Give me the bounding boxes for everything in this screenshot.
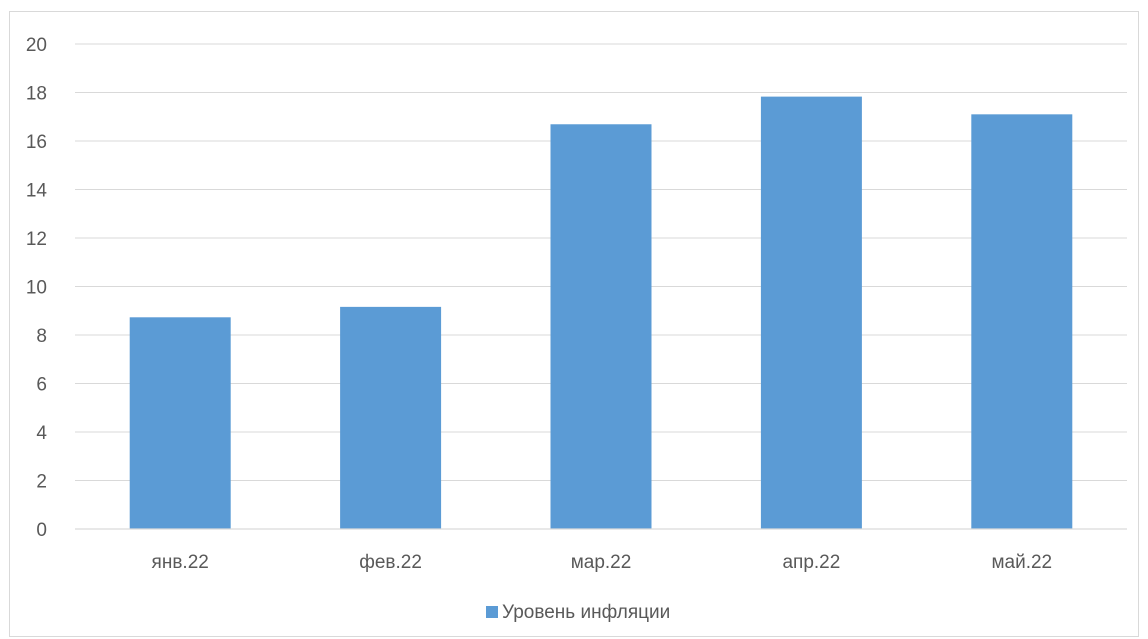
bar (550, 124, 652, 529)
x-axis-tick-labels: янв.22 фев.22 мар.22 апр.22 май.22 (152, 552, 1053, 573)
bar (129, 317, 231, 529)
y-tick-label: 0 (36, 520, 47, 541)
x-tick-label: фев.22 (359, 552, 422, 573)
y-axis-tick-labels: 0 2 4 6 8 10 12 14 16 18 20 (26, 35, 48, 541)
y-tick-label: 2 (36, 472, 47, 493)
y-tick-label: 16 (26, 132, 47, 153)
x-tick-label: янв.22 (152, 552, 209, 573)
x-tick-label: мар.22 (571, 552, 632, 573)
y-tick-label: 18 (26, 84, 47, 105)
legend-label: Уровень инфляции (502, 602, 670, 623)
y-tick-label: 6 (36, 375, 47, 396)
bar (760, 96, 862, 529)
y-tick-label: 8 (36, 326, 47, 347)
gridlines (75, 43, 1127, 481)
y-tick-label: 10 (26, 278, 47, 299)
y-tick-label: 12 (26, 229, 47, 250)
bar (971, 114, 1073, 529)
y-tick-label: 4 (36, 423, 47, 444)
x-tick-label: апр.22 (782, 552, 840, 573)
legend: Уровень инфляции (486, 602, 670, 623)
legend-swatch (486, 606, 498, 618)
bars (129, 96, 1073, 529)
y-tick-label: 20 (26, 35, 47, 56)
x-tick-label: май.22 (991, 552, 1052, 573)
y-tick-label: 14 (26, 181, 48, 202)
bar (340, 306, 442, 529)
